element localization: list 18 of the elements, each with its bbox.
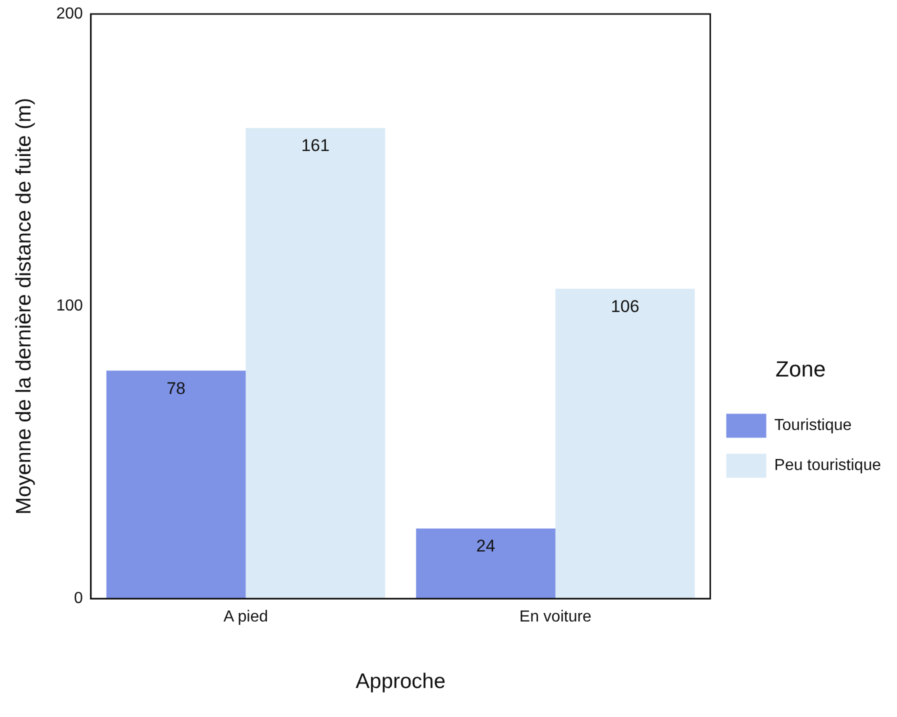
y-axis-title: Moyenne de la dernière distance de fuite (m)	[12, 98, 36, 515]
data-label: 106	[610, 296, 640, 316]
bar	[416, 528, 556, 599]
legend-label: Peu touristique	[774, 457, 882, 474]
y-tick-label: 200	[56, 5, 83, 22]
x-tick-label: En voiture	[519, 608, 592, 626]
data-label: 24	[476, 536, 496, 556]
x-tick-label: A pied	[223, 608, 268, 626]
y-tick-label: 0	[74, 590, 83, 608]
legend-title: Zone	[776, 356, 826, 382]
bar	[246, 128, 386, 599]
bar	[555, 288, 695, 599]
data-label: 161	[301, 136, 330, 156]
bar	[106, 370, 246, 599]
legend-label: Touristique	[774, 417, 852, 434]
data-label: 78	[166, 378, 186, 398]
x-axis-title: Approche	[356, 670, 446, 694]
y-tick-label: 100	[56, 298, 83, 315]
